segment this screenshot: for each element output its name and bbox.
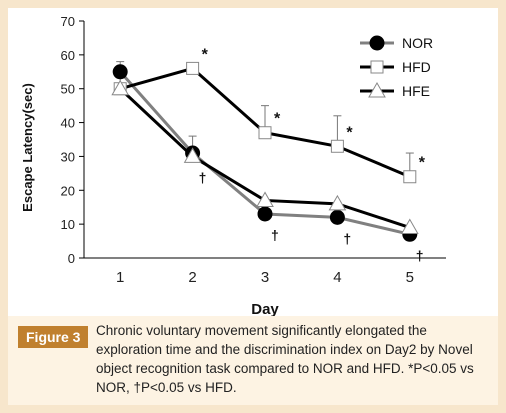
figure-label: Figure 3: [18, 326, 89, 348]
data-point-hfe: [111, 79, 130, 96]
legend-label-nor: NOR: [402, 35, 433, 51]
data-point-hfd: [403, 170, 417, 184]
data-point-nor: [329, 209, 345, 225]
x-tick-label: 5: [406, 269, 414, 286]
data-point-hfe: [400, 218, 419, 235]
y-tick-label: 0: [68, 251, 75, 266]
legend-label-hfd: HFD: [402, 59, 431, 75]
y-tick-label: 70: [61, 14, 75, 29]
data-point-hfe: [256, 191, 274, 207]
data-point-nor: [112, 64, 128, 80]
significance-dagger: †: [199, 169, 207, 185]
data-point-hfd: [258, 126, 272, 140]
y-tick-label: 20: [61, 183, 75, 198]
y-tick-label: 60: [61, 48, 75, 63]
figure-caption: Figure 3 Chronic voluntary movement sign…: [8, 316, 498, 405]
x-tick-label: 2: [188, 269, 196, 286]
significance-star: *: [202, 46, 209, 63]
data-point-nor: [257, 206, 273, 222]
caption-text: Chronic voluntary movement significantly…: [96, 323, 474, 395]
legend-label-hfe: HFE: [402, 83, 430, 99]
legend-marker-hfd: [370, 60, 384, 74]
x-axis-title: Day: [251, 301, 279, 318]
legend-marker-hfe: [368, 81, 386, 98]
data-point-hfd: [330, 139, 344, 153]
x-tick-label: 4: [333, 269, 341, 286]
y-tick-label: 50: [61, 82, 75, 97]
legend-marker-nor: [369, 35, 385, 51]
data-point-hfe: [328, 194, 347, 211]
y-tick-label: 10: [61, 217, 75, 232]
x-tick-label: 3: [261, 269, 269, 286]
y-tick-label: 40: [61, 116, 75, 131]
line-chart: 0 10 20 30 40 50 60 70 1 2 3 4 5 Day Escape Latency(se…: [20, 14, 446, 318]
y-tick-label: 30: [61, 149, 75, 164]
significance-star: *: [419, 155, 426, 172]
significance-star: *: [274, 111, 281, 128]
y-axis-title: Escape Latency(sec): [20, 83, 35, 212]
significance-dagger: †: [416, 247, 424, 263]
significance-dagger: †: [271, 227, 279, 243]
data-point-hfe: [183, 147, 202, 163]
x-tick-label: 1: [116, 269, 124, 286]
significance-dagger: †: [343, 230, 351, 246]
significance-star: *: [346, 124, 353, 141]
data-point-hfd: [186, 61, 200, 75]
